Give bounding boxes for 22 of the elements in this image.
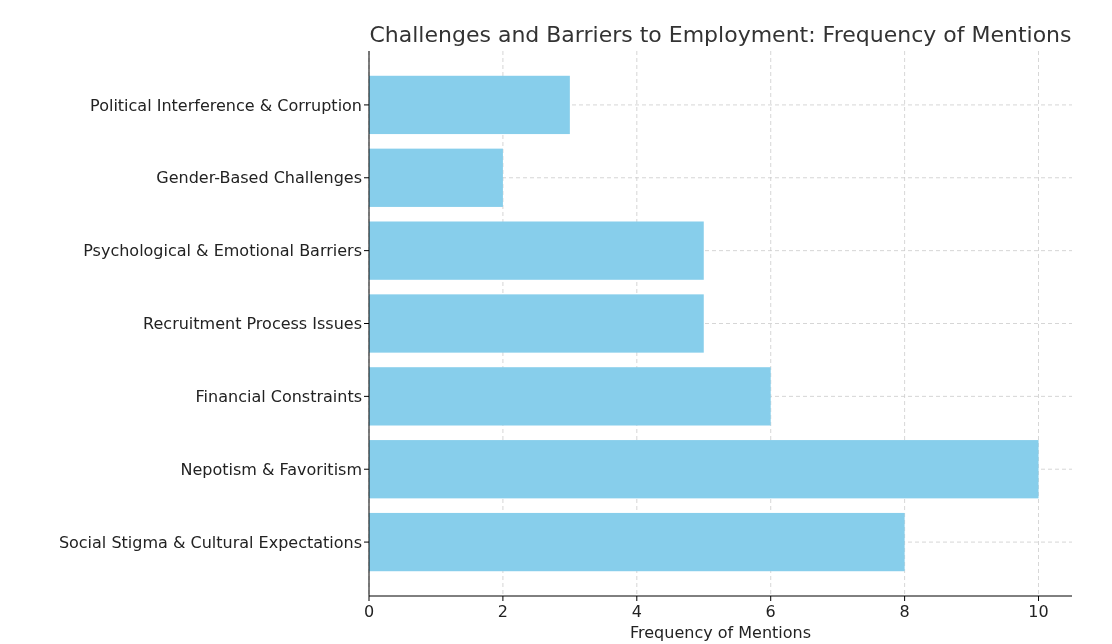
y-tick-label: Nepotism & Favoritism — [180, 459, 362, 479]
x-tick-label: 0 — [363, 602, 375, 621]
y-tick-label: Political Interference & Corruption — [90, 95, 362, 115]
bar — [369, 440, 1039, 499]
x-tick-label: 2 — [497, 602, 508, 621]
bar — [369, 148, 503, 207]
y-tick-label: Financial Constraints — [195, 386, 362, 406]
y-tick-label: Psychological & Emotional Barriers — [83, 241, 362, 261]
y-tick-label: Recruitment Process Issues — [143, 314, 362, 334]
y-tick-label: Gender-Based Challenges — [156, 168, 362, 188]
bar — [369, 294, 704, 353]
y-tick-label: Social Stigma & Cultural Expectations — [58, 532, 362, 552]
bar — [369, 367, 771, 426]
x-tick-label: 8 — [899, 602, 910, 621]
x-tick-label: 4 — [631, 602, 642, 621]
bar — [369, 75, 570, 135]
x-tick-label: 6 — [765, 602, 776, 621]
x-tick-label: 10 — [1028, 602, 1049, 621]
bar — [369, 512, 905, 572]
bar — [369, 221, 704, 280]
chart-title: Challenges and Barriers to Employment: Frequency of Mentions — [369, 22, 1072, 47]
x-axis-title: Frequency of Mentions — [629, 623, 812, 642]
